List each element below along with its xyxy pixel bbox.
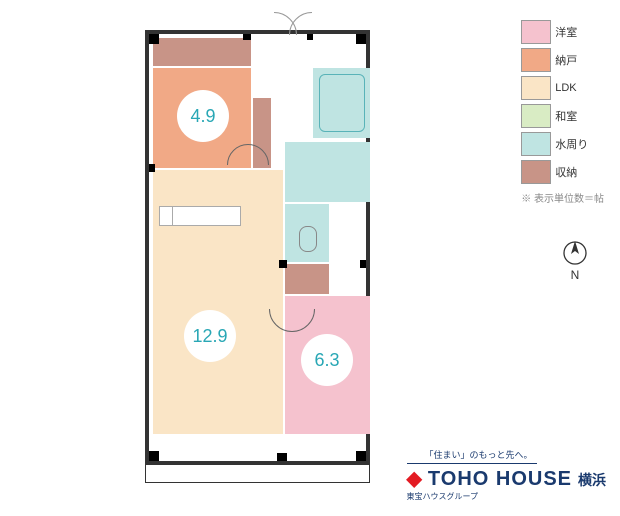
stove-icon [159, 206, 173, 226]
balcony [145, 465, 370, 483]
legend-item: 収納 [521, 160, 604, 184]
label-yoshitsu: 6.3 [301, 334, 353, 386]
legend-swatch [521, 160, 551, 184]
corner [149, 34, 159, 44]
legend-label: 和室 [555, 108, 581, 124]
legend-label: 納戸 [555, 52, 581, 68]
legend-swatch [521, 20, 551, 44]
legend-label: 水周り [555, 136, 588, 152]
legend: 洋室納戸 LDK 和室水周り収納 ※ 表示単位数＝帖 [521, 20, 604, 205]
label-nando: 4.9 [177, 90, 229, 142]
legend-item: 洋室 [521, 20, 604, 44]
legend-label: 洋室 [555, 24, 581, 40]
brand-block: 「住まい」のもっと先へ。 ◆ TOHO HOUSE 横浜 東宝ハウスグループ [407, 445, 606, 502]
brand-tagline: 「住まい」のもっと先へ。 [407, 447, 537, 464]
room-closet3 [153, 38, 251, 66]
legend-label: 収納 [555, 164, 581, 180]
room-wash [285, 142, 370, 202]
corner [360, 260, 366, 268]
legend-note: ※ 表示単位数＝帖 [521, 190, 604, 205]
brand-location: 横浜 [578, 470, 606, 490]
legend-label: LDK [555, 82, 581, 94]
brand-name: TOHO HOUSE [428, 468, 572, 491]
corner [279, 260, 287, 268]
legend-item: 納戸 [521, 48, 604, 72]
legend-swatch [521, 132, 551, 156]
legend-swatch [521, 76, 551, 100]
legend-item: 和室 [521, 104, 604, 128]
corner [149, 451, 159, 461]
corner [307, 34, 313, 40]
room-closet2 [285, 264, 329, 294]
corner [149, 164, 155, 172]
legend-item: LDK [521, 76, 604, 100]
legend-swatch [521, 104, 551, 128]
corner [356, 451, 366, 461]
corner [243, 34, 251, 40]
toilet-icon [299, 226, 317, 252]
brand-group: 東宝ハウスグループ [407, 491, 606, 502]
legend-swatch [521, 48, 551, 72]
brand-mark-icon: ◆ [407, 466, 422, 491]
bathtub-icon [319, 74, 365, 132]
legend-item: 水周り [521, 132, 604, 156]
floorplan: 4.9 12.9 6.3 [145, 30, 370, 465]
label-ldk: 12.9 [184, 310, 236, 362]
compass-label: N [562, 268, 588, 282]
building-outline: 4.9 12.9 6.3 [145, 30, 370, 465]
corner [356, 34, 366, 44]
compass: N [562, 240, 588, 282]
compass-icon [562, 240, 588, 266]
kitchen-counter [171, 206, 241, 226]
corner [277, 453, 287, 461]
